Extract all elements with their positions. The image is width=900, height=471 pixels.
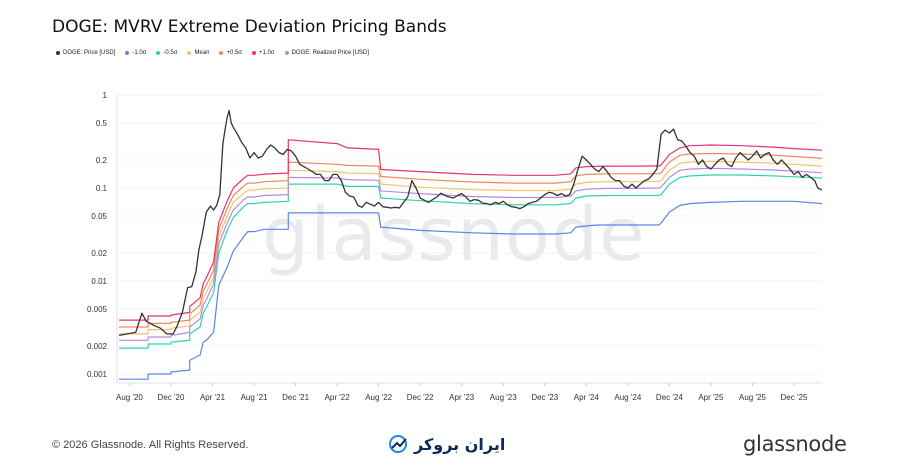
legend-label-minus05: -0.5σ — [163, 50, 178, 56]
x-tick-label: Apr '24 — [574, 393, 600, 402]
x-tick-label: Aug '24 — [614, 393, 641, 402]
brand-mark: ایران بروکر — [388, 434, 505, 454]
legend-item-mean[interactable]: Mean — [187, 50, 209, 56]
y-tick-label: 0.1 — [96, 184, 108, 193]
x-tick-label: Dec '20 — [158, 393, 185, 402]
x-tick-label: Dec '24 — [656, 393, 683, 402]
y-tick-label: 0.5 — [96, 119, 108, 128]
x-axis: Aug '20 Dec '20 Apr '21 Aug '21 Dec '21 Apr '… — [116, 382, 822, 402]
legend-dot-plus05 — [219, 51, 224, 55]
x-tick-label: Aug '20 — [116, 393, 143, 402]
brand-text: ایران بروکر — [414, 434, 506, 454]
x-tick-label: Apr '25 — [698, 393, 724, 402]
legend-label-plus1: +1.0σ — [259, 50, 275, 56]
series-lines — [118, 109, 823, 380]
x-tick-label: Aug '21 — [241, 393, 268, 402]
legend-label-realized: DOGE: Realized Price [USD] — [291, 50, 369, 56]
x-tick-label: Aug '25 — [739, 393, 766, 402]
copyright: © 2026 Glassnode. All Rights Reserved. — [52, 439, 249, 451]
x-tick-label: Apr '21 — [200, 393, 226, 402]
x-tick-label: Apr '23 — [449, 393, 475, 402]
y-tick-label: 0.2 — [96, 156, 108, 165]
legend-item-minus1[interactable]: -1.0σ — [125, 50, 146, 56]
series-line--0-5- — [119, 152, 823, 328]
y-axis: 1 0.5 0.2 0.1 0.05 0.02 0.01 0.005 0.002 0.001 — [87, 91, 118, 383]
legend-label-plus05: +0.5σ — [226, 50, 243, 56]
series-line--0-5- — [119, 174, 823, 349]
x-tick-label: Apr '22 — [325, 393, 351, 402]
legend: DOGE: Price [USD] -1.0σ -0.5σ Mean +0.5σ… — [56, 50, 369, 56]
y-tick-label: 0.005 — [87, 305, 108, 314]
x-tick-label: Aug '22 — [365, 393, 392, 402]
legend-label-mean: Mean — [194, 50, 210, 56]
x-tick-label: Dec '23 — [531, 393, 558, 402]
legend-dot-realized — [284, 51, 289, 55]
legend-dot-plus1 — [252, 51, 257, 55]
y-tick-label: 0.05 — [91, 212, 107, 221]
legend-item-plus1[interactable]: +1.0σ — [252, 50, 275, 56]
series-line-mean — [119, 160, 823, 335]
legend-dot-mean — [187, 51, 192, 55]
legend-item-realized[interactable]: DOGE: Realized Price [USD] — [284, 50, 369, 56]
legend-label-price: DOGE: Price [USD] — [63, 50, 116, 56]
brand-chart-icon — [389, 435, 407, 453]
y-tick-label: 0.02 — [91, 249, 107, 258]
legend-dot-minus05 — [156, 51, 161, 55]
series-line--1-0- — [119, 139, 823, 321]
x-tick-label: Dec '25 — [781, 393, 808, 402]
legend-dot-price — [56, 51, 60, 55]
legend-dot-minus1 — [125, 51, 130, 55]
series-line-doge-price-usd- — [118, 109, 823, 337]
y-tick-label: 0.001 — [87, 370, 108, 379]
y-tick-label: 1 — [103, 91, 108, 100]
legend-item-price[interactable]: DOGE: Price [USD] — [56, 50, 115, 56]
x-tick-label: Dec '22 — [407, 393, 434, 402]
y-tick-label: 0.002 — [87, 342, 108, 351]
chart-title: DOGE: MVRV Extreme Deviation Pricing Ban… — [52, 17, 447, 37]
legend-item-minus05[interactable]: -0.5σ — [156, 50, 177, 56]
y-tick-label: 0.01 — [91, 277, 107, 286]
series-line-doge-realized-price-usd- — [119, 167, 823, 341]
series-line--1-0- — [119, 200, 823, 380]
glassnode-logo[interactable]: glassnode — [743, 432, 847, 456]
x-tick-label: Aug '23 — [490, 393, 517, 402]
x-tick-label: Dec '21 — [282, 393, 309, 402]
legend-item-plus05[interactable]: +0.5σ — [219, 50, 242, 56]
legend-label-minus1: -1.0σ — [132, 50, 147, 56]
